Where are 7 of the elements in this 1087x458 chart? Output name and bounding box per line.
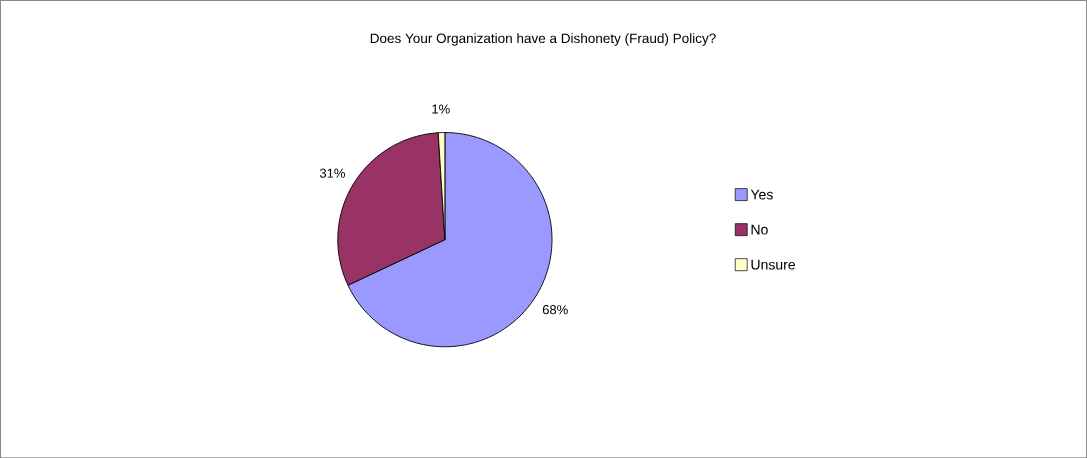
legend-label: Yes: [750, 189, 773, 200]
legend-label: Unsure: [751, 259, 795, 270]
data-label: 1%: [432, 104, 450, 114]
data-label: 68%: [542, 304, 568, 315]
data-label: 31%: [319, 168, 345, 178]
legend-label: No: [751, 224, 768, 235]
chart-title: Does Your Organization have a Dishonety (Fraud) Policy?: [370, 33, 716, 46]
